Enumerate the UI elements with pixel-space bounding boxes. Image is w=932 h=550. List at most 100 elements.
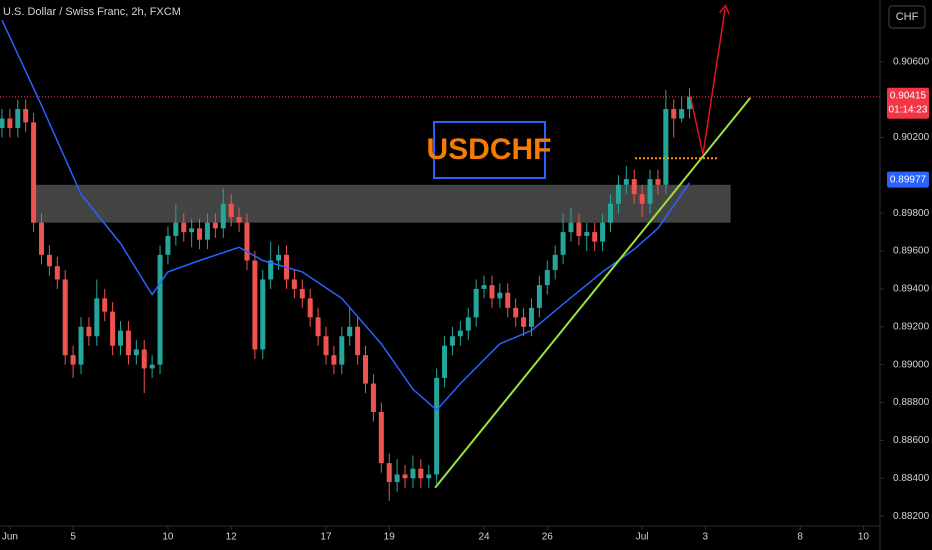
candle-body — [189, 228, 195, 233]
candle-body — [513, 307, 519, 318]
candle-body — [244, 222, 250, 261]
candle-body — [62, 279, 68, 356]
candle-body — [679, 109, 685, 119]
zone — [32, 184, 731, 223]
candle-body — [449, 336, 455, 346]
candle-body — [260, 279, 266, 350]
candle-body — [347, 326, 353, 337]
candle-body — [600, 222, 606, 242]
candle-body — [228, 203, 234, 217]
candle-body — [434, 377, 440, 475]
candle-body — [110, 311, 116, 346]
candle-body — [78, 326, 84, 365]
y-tick-label: 0.90600 — [893, 56, 930, 67]
candle-body — [133, 349, 139, 356]
candle-body — [125, 330, 131, 356]
candle-body — [173, 222, 179, 236]
candle-body — [687, 96, 693, 110]
candle-body — [0, 118, 5, 128]
currency-button[interactable] — [888, 5, 926, 29]
candle-body — [505, 292, 511, 308]
candle-body — [15, 109, 21, 128]
x-tick-label: 3 — [703, 532, 709, 543]
moving-average — [1, 19, 691, 412]
candle-body — [655, 179, 661, 185]
ma-price-tag — [887, 171, 929, 188]
projection-arrow — [689, 9, 725, 155]
candle-body — [631, 179, 637, 195]
candle-body — [639, 194, 645, 204]
candle-body — [457, 330, 463, 337]
candle-body — [426, 474, 432, 479]
x-tick-label: 8 — [797, 532, 803, 543]
y-tick-label: 0.89200 — [893, 321, 930, 332]
candle-body — [307, 298, 313, 318]
y-tick-label: 0.89000 — [893, 359, 930, 370]
candle-body — [204, 222, 210, 240]
candle-body — [647, 179, 653, 204]
candle-body — [386, 463, 392, 483]
x-tick-label: Jul — [636, 532, 649, 543]
candle-body — [102, 298, 108, 312]
candle-body — [212, 222, 218, 229]
candle-body — [220, 203, 226, 229]
y-tick-label: 0.88200 — [893, 511, 930, 522]
candle-body — [410, 468, 416, 479]
x-tick-label: 5 — [70, 532, 76, 543]
last-price-tag — [887, 87, 929, 119]
candle-body — [315, 317, 321, 337]
y-tick-label: 0.89800 — [893, 208, 930, 219]
candle-body — [38, 222, 44, 255]
currency-button-label[interactable]: CHF — [896, 11, 919, 23]
candle-body — [363, 355, 369, 384]
candle-body — [252, 260, 258, 350]
candle-body — [552, 254, 558, 270]
candle-body — [536, 285, 542, 308]
last-price-label: 0.90415 — [890, 90, 927, 101]
candle-body — [118, 330, 124, 346]
candle-body — [94, 298, 100, 337]
candle-body — [181, 222, 187, 233]
trendline — [434, 97, 752, 489]
candle-body — [544, 269, 550, 286]
candle-body — [339, 336, 345, 365]
candle-body — [584, 232, 590, 236]
candle-body — [442, 345, 448, 378]
chart-title: U.S. Dollar / Swiss Franc, 2h, FXCM — [3, 6, 181, 18]
candle-body — [323, 336, 329, 356]
candle-body — [157, 254, 163, 365]
x-tick-label: 12 — [226, 532, 238, 543]
candle-body — [592, 232, 598, 242]
candle-body — [576, 222, 582, 236]
candle-body — [560, 232, 566, 255]
candle-body — [197, 228, 203, 240]
candle-body — [521, 317, 527, 327]
candle-body — [165, 235, 171, 255]
x-tick-label: 10 — [162, 532, 174, 543]
candle-body — [608, 203, 614, 223]
candle-body — [276, 254, 282, 261]
candle-body — [465, 317, 471, 331]
y-tick-label: 0.89400 — [893, 284, 930, 295]
x-tick-label: 24 — [478, 532, 490, 543]
candle-body — [31, 122, 37, 223]
countdown-label: 01:14:23 — [889, 104, 928, 115]
x-tick-label: 19 — [384, 532, 396, 543]
candle-body — [70, 355, 76, 365]
candle-body — [331, 355, 337, 365]
candle-body — [86, 326, 92, 337]
candle-body — [236, 216, 242, 223]
candle-body — [402, 474, 408, 479]
candle-body — [355, 326, 361, 356]
x-tick-label: 26 — [542, 532, 554, 543]
candle-body — [481, 285, 487, 289]
x-tick-label: 17 — [320, 532, 332, 543]
candle-body — [568, 222, 574, 233]
y-tick-label: 0.89600 — [893, 246, 930, 257]
y-tick-label: 0.88800 — [893, 397, 930, 408]
candle-body — [291, 279, 297, 289]
candle-body — [489, 285, 495, 299]
y-tick-label: 0.90200 — [893, 132, 930, 143]
candle-body — [378, 411, 384, 464]
candle-body — [394, 474, 400, 483]
